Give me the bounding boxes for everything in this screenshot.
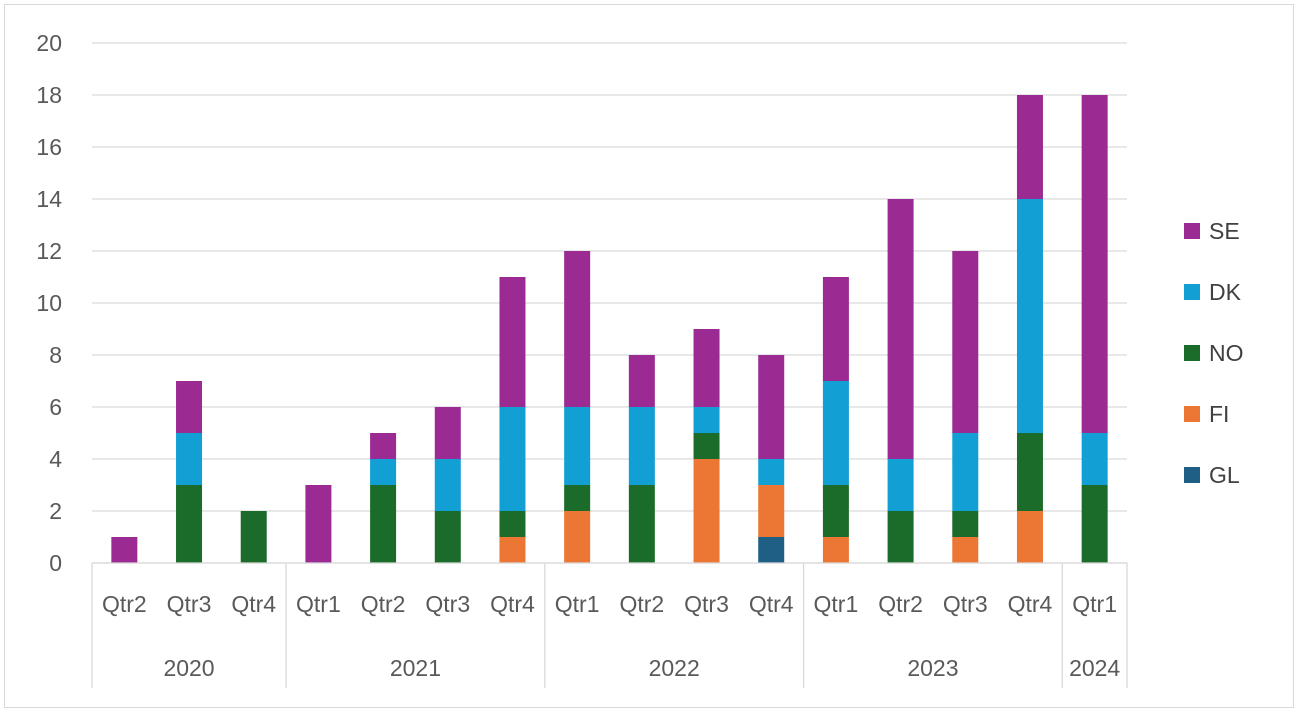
legend-swatch-se — [1184, 223, 1200, 239]
legend-swatch-dk — [1184, 284, 1200, 300]
x-tick-label: Qtr4 — [1008, 591, 1053, 617]
x-tick-label: Qtr4 — [490, 591, 535, 617]
bar-segment-se — [111, 537, 138, 563]
bar-segment-dk — [499, 407, 526, 511]
bar-segment-no — [370, 485, 397, 563]
x-tick-label: Qtr3 — [684, 591, 729, 617]
bar-segment-se — [434, 407, 461, 459]
bar-segment-dk — [693, 407, 720, 433]
bar-segment-se — [693, 329, 720, 407]
bar-segment-se — [564, 251, 591, 407]
bar-segment-fi — [822, 537, 849, 563]
bar-segment-se — [499, 277, 526, 407]
x-tick-label: Qtr4 — [749, 591, 794, 617]
y-tick-label: 0 — [49, 550, 62, 576]
y-tick-label: 12 — [36, 238, 62, 264]
y-tick-label: 10 — [36, 290, 62, 316]
y-tick-label: 16 — [36, 134, 62, 160]
bar-segment-no — [628, 485, 655, 563]
legend-label-gl: GL — [1209, 462, 1240, 488]
x-tick-label: Qtr2 — [619, 591, 664, 617]
bar-segment-dk — [628, 407, 655, 485]
bar-segment-no — [1016, 433, 1043, 511]
bars — [111, 95, 1108, 563]
x-tick-label: Qtr1 — [814, 591, 859, 617]
legend-label-se: SE — [1209, 218, 1240, 244]
x-tick-label: Qtr3 — [943, 591, 988, 617]
x-tick-label: Qtr3 — [425, 591, 470, 617]
legend-swatch-no — [1184, 345, 1200, 361]
year-label: 2020 — [163, 655, 214, 681]
bar-segment-fi — [758, 485, 785, 537]
bar-segment-no — [952, 511, 979, 537]
y-tick-label: 14 — [36, 186, 62, 212]
y-tick-label: 18 — [36, 82, 62, 108]
year-label: 2023 — [907, 655, 958, 681]
y-tick-label: 4 — [49, 446, 62, 472]
bar-segment-dk — [1081, 433, 1108, 485]
bar-segment-no — [176, 485, 203, 563]
legend-swatch-gl — [1184, 467, 1200, 483]
bar-segment-dk — [822, 381, 849, 485]
bar-segment-se — [370, 433, 397, 459]
bar-segment-no — [822, 485, 849, 537]
legend: SE DK NO FI GL — [1184, 218, 1244, 488]
x-tick-label: Qtr2 — [102, 591, 147, 617]
year-label: 2022 — [649, 655, 700, 681]
legend-label-no: NO — [1209, 340, 1244, 366]
bar-segment-se — [887, 199, 914, 459]
bar-segment-no — [693, 433, 720, 459]
bar-segment-dk — [758, 459, 785, 485]
bar-segment-fi — [693, 459, 720, 563]
x-tick-label: Qtr4 — [231, 591, 276, 617]
bar-segment-dk — [564, 407, 591, 485]
x-tick-label: Qtr1 — [555, 591, 600, 617]
bar-segment-se — [822, 277, 849, 381]
x-tick-label: Qtr1 — [296, 591, 341, 617]
x-tick-label: Qtr2 — [878, 591, 923, 617]
x-tick-label: Qtr1 — [1072, 591, 1117, 617]
bar-segment-no — [499, 511, 526, 537]
legend-label-fi: FI — [1209, 401, 1229, 427]
legend-label-dk: DK — [1209, 279, 1242, 305]
y-tick-label: 8 — [49, 342, 62, 368]
bar-segment-no — [1081, 485, 1108, 563]
bar-segment-fi — [1016, 511, 1043, 563]
bar-segment-se — [952, 251, 979, 433]
bar-segment-dk — [370, 459, 397, 485]
y-tick-label: 6 — [49, 394, 62, 420]
bar-segment-se — [1016, 95, 1043, 199]
bar-segment-dk — [887, 459, 914, 511]
bar-segment-se — [176, 381, 203, 433]
year-label: 2024 — [1069, 655, 1120, 681]
bar-segment-se — [758, 355, 785, 459]
bar-segment-dk — [952, 433, 979, 511]
x-axis: Qtr2 Qtr3 Qtr4 Qtr1 Qtr2 Qtr3 Qtr4 Qtr1 Qtr2 Qtr3… — [91, 562, 1128, 688]
bar-segment-fi — [564, 511, 591, 563]
y-tick-label: 20 — [36, 30, 62, 56]
bar-segment-dk — [1016, 199, 1043, 433]
bar-segment-no — [887, 511, 914, 563]
bar-segment-no — [240, 511, 267, 563]
bar-segment-gl — [758, 537, 785, 563]
legend-swatch-fi — [1184, 406, 1200, 422]
y-axis: 0 2 4 6 8 10 12 14 16 18 20 — [36, 30, 62, 576]
year-label: 2021 — [390, 655, 441, 681]
bar-segment-dk — [434, 459, 461, 511]
bar-segment-se — [628, 355, 655, 407]
x-tick-label: Qtr3 — [167, 591, 212, 617]
bar-segment-dk — [176, 433, 203, 485]
y-tick-label: 2 — [49, 498, 62, 524]
x-tick-label: Qtr2 — [361, 591, 406, 617]
bar-segment-fi — [952, 537, 979, 563]
bar-segment-se — [305, 485, 332, 563]
bar-segment-no — [564, 485, 591, 511]
bar-segment-se — [1081, 95, 1108, 433]
bar-segment-no — [434, 511, 461, 563]
bar-segment-fi — [499, 537, 526, 563]
